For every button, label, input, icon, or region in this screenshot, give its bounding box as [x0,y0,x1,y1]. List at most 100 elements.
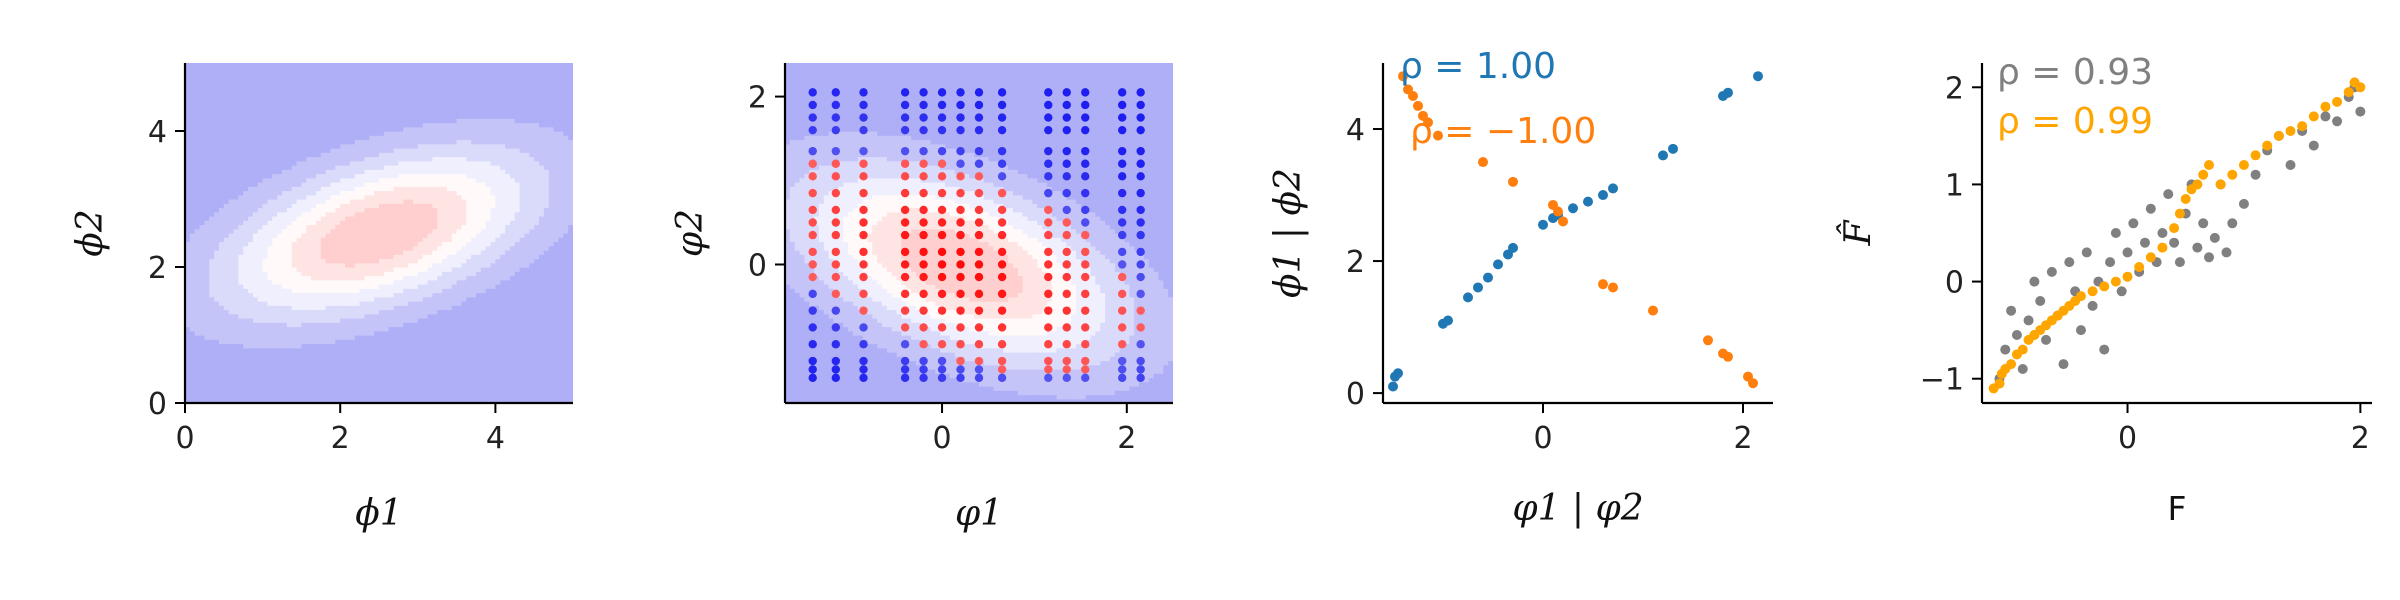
density-cell [408,360,414,366]
density-cell [315,326,322,332]
density-cell [272,228,278,234]
density-cell [315,203,322,209]
density-cell [199,190,205,196]
density-cell [393,63,399,68]
density-cell [427,377,433,383]
density-cell [286,203,293,209]
density-cell [349,67,356,73]
density-cell [354,343,361,349]
density-cell [359,373,366,379]
density-cell [325,135,332,141]
density-cell [379,88,385,94]
density-cell [412,343,419,349]
density-cell [408,71,414,77]
density-cell [398,233,404,238]
density-cell [354,194,361,200]
density-cell [427,101,433,107]
density-cell [379,156,385,162]
density-cell [335,326,341,332]
density-cell [204,305,210,311]
density-cell [374,216,380,221]
density-cell [446,275,453,281]
density-cell [335,305,341,311]
density-cell [185,326,191,332]
density-cell [189,165,196,170]
density-cell [272,105,278,111]
density-cell [243,139,249,145]
density-cell [456,250,463,255]
density-cell [422,101,429,107]
density-cell [248,139,254,145]
density-cell [267,318,273,323]
density-cell [311,186,317,192]
density-cell [214,109,220,115]
density-cell [412,322,419,328]
density-cell [320,322,327,328]
density-cell [461,237,467,243]
density-cell [218,250,225,255]
density-cell [412,97,419,102]
density-cell [199,63,205,68]
density-cell [209,318,215,323]
density-cell [233,241,239,247]
density-cell [466,207,472,213]
density-cell [340,381,346,387]
density-cell [282,203,288,209]
density-cell [277,288,283,294]
density-cell [209,177,215,183]
density-cell [417,356,424,362]
density-cell [427,335,433,340]
density-cell [340,262,346,268]
density-cell [471,216,477,221]
density-cell [379,220,385,226]
density-cell [238,114,244,119]
density-cell [306,377,312,383]
density-cell [214,152,220,158]
density-cell [345,182,351,187]
density-cell [398,335,404,340]
density-cell [432,199,438,204]
density-cell [223,390,230,396]
density-cell [252,71,259,77]
density-cell [301,288,307,294]
density-cell [311,173,317,179]
density-cell [451,71,458,77]
density-cell [393,228,399,234]
density-cell [194,160,201,166]
density-cell [466,88,472,94]
density-cell [228,296,235,302]
density-cell [257,301,264,306]
density-cell [471,390,477,396]
density-cell [442,360,448,366]
density-cell [248,237,254,243]
density-cell [238,75,244,81]
density-cell [461,101,467,107]
density-cell [243,80,249,85]
density-cell [374,139,380,145]
density-cell [412,292,419,298]
density-cell [476,160,482,166]
density-cell [345,135,351,141]
density-cell [432,139,438,145]
density-cell [374,169,380,175]
density-cell [451,301,458,306]
density-cell [476,279,482,285]
density-cell [248,343,254,349]
density-cell [277,262,283,268]
density-cell [311,131,317,136]
density-cell [277,377,283,383]
density-cell [189,88,196,94]
density-cell [296,71,302,77]
density-cell [252,220,259,226]
density-cell [442,80,448,85]
density-cell [398,343,404,349]
density-cell [296,305,302,311]
density-cell [456,211,463,217]
density-cell [408,301,414,306]
density-cell [354,352,361,357]
density-cell [262,301,269,306]
density-cell [369,250,375,255]
density-cell [393,177,399,183]
density-cell [466,203,472,209]
density-cell [427,386,433,391]
